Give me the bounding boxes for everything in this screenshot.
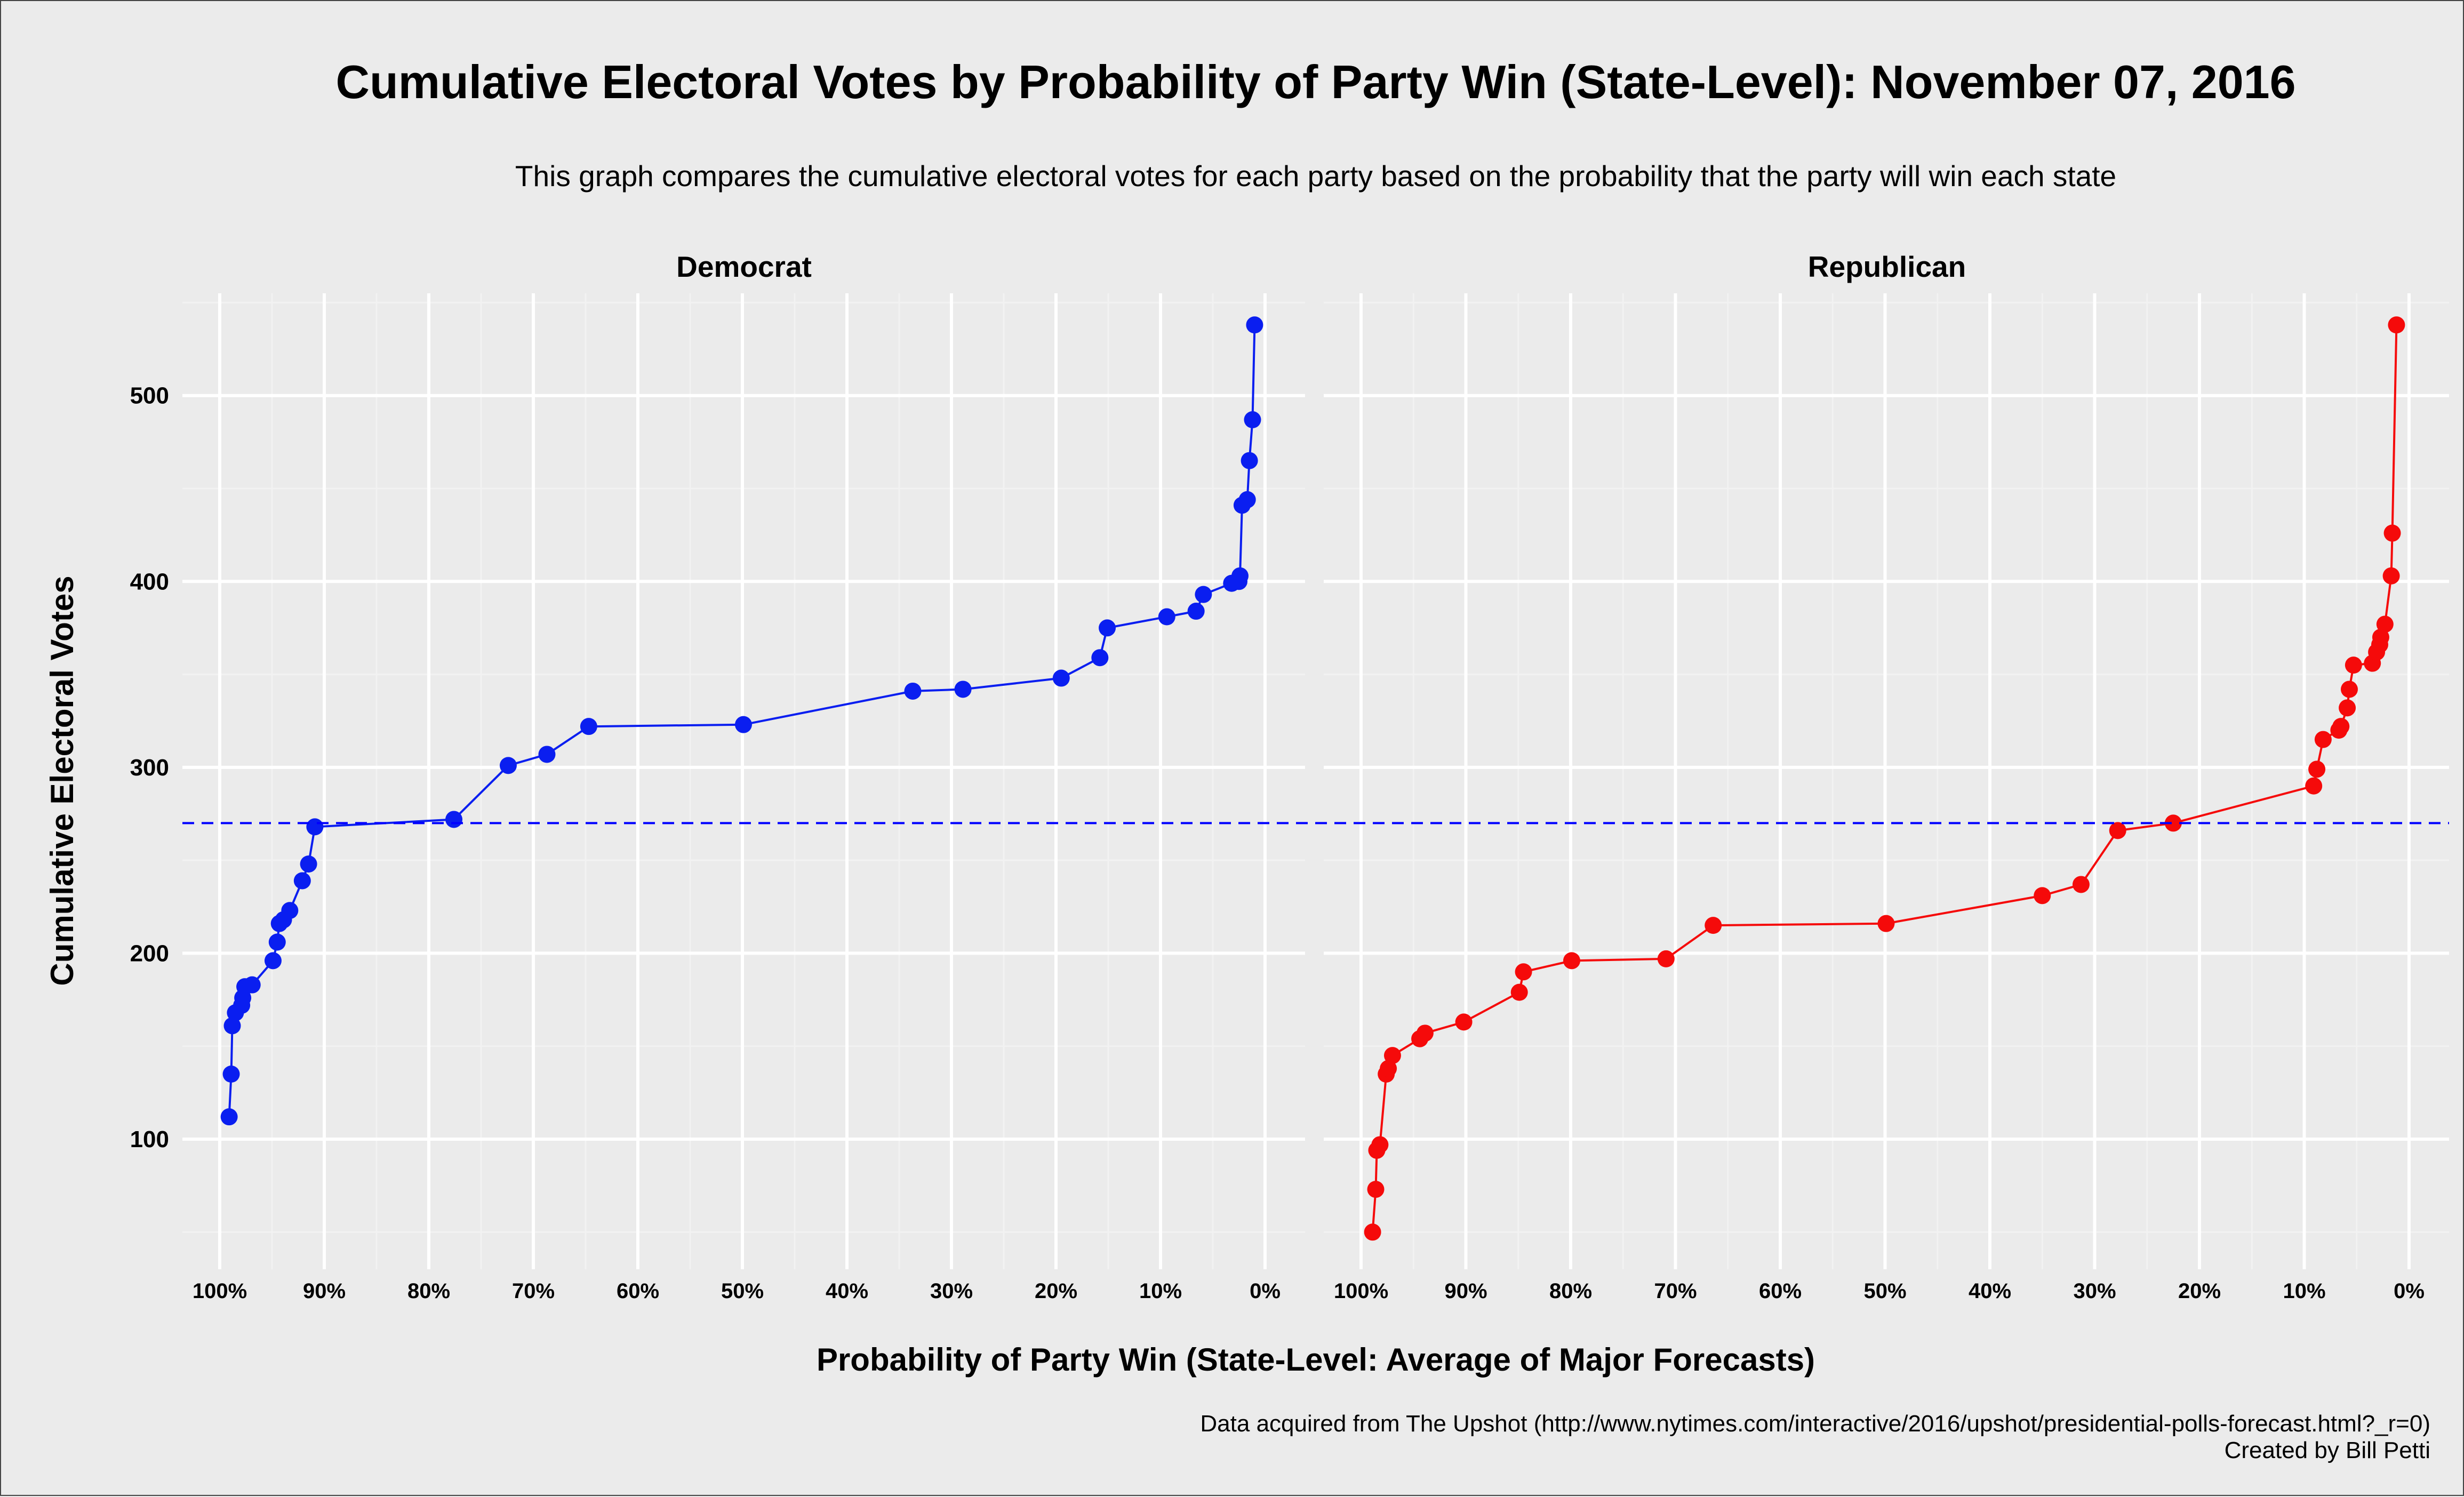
x-tick-label: 0% xyxy=(1250,1279,1281,1303)
data-point-democrat xyxy=(499,757,517,774)
data-point-republican xyxy=(2383,524,2401,542)
x-tick-label: 20% xyxy=(2178,1279,2221,1303)
data-point-democrat xyxy=(1187,603,1205,620)
data-point-democrat xyxy=(445,811,463,828)
chart-title: Cumulative Electoral Votes by Probabilit… xyxy=(335,55,2295,108)
data-point-republican xyxy=(1371,1136,1389,1154)
data-point-republican xyxy=(2314,731,2332,748)
data-point-republican xyxy=(2109,822,2126,839)
data-point-republican xyxy=(1364,1223,1381,1241)
data-point-republican xyxy=(2308,760,2326,778)
data-point-democrat xyxy=(1195,586,1212,603)
data-point-republican xyxy=(1705,917,1722,934)
data-point-democrat xyxy=(222,1066,240,1083)
y-axis-label: Cumulative Electoral Votes xyxy=(44,575,80,986)
data-point-democrat xyxy=(734,716,752,733)
data-point-republican xyxy=(1383,1047,1401,1064)
x-tick-label: 90% xyxy=(1444,1279,1487,1303)
x-tick-label: 10% xyxy=(1139,1279,1182,1303)
data-point-democrat xyxy=(268,933,286,951)
data-point-republican xyxy=(1515,963,1532,981)
x-tick-label: 50% xyxy=(1863,1279,1906,1303)
data-point-democrat xyxy=(306,818,324,836)
caption-source: Data acquired from The Upshot (http://ww… xyxy=(1200,1411,2430,1437)
x-tick-label: 50% xyxy=(721,1279,764,1303)
x-tick-label: 20% xyxy=(1035,1279,1077,1303)
data-point-democrat xyxy=(580,718,597,735)
data-point-republican xyxy=(2376,615,2394,633)
x-tick-label: 90% xyxy=(303,1279,346,1303)
data-point-republican xyxy=(2164,814,2182,832)
x-axis-democrat: 100% 90% 80% 70% 60% 50% 40% 30% 20% 10% 0% xyxy=(193,1279,1281,1303)
data-point-democrat xyxy=(223,1017,241,1035)
panel-republican xyxy=(1324,293,2449,1269)
panel-title-democrat: Democrat xyxy=(676,250,812,283)
y-tick-label: 300 xyxy=(130,755,169,781)
x-tick-label: 40% xyxy=(1969,1279,2011,1303)
data-point-republican xyxy=(1380,1060,1397,1077)
data-point-democrat xyxy=(220,1108,238,1126)
data-point-republican xyxy=(2345,657,2362,674)
data-point-republican xyxy=(1563,952,1580,970)
data-point-democrat xyxy=(1246,316,1263,334)
data-point-republican xyxy=(2034,887,2051,904)
x-tick-label: 0% xyxy=(2394,1279,2425,1303)
data-point-republican xyxy=(2382,567,2400,585)
x-tick-label: 70% xyxy=(1654,1279,1697,1303)
data-point-democrat xyxy=(1231,567,1249,585)
data-point-democrat xyxy=(1091,649,1109,667)
x-tick-label: 80% xyxy=(1549,1279,1592,1303)
data-point-democrat xyxy=(281,902,299,919)
data-point-democrat xyxy=(293,872,311,890)
x-tick-label: 100% xyxy=(1334,1279,1388,1303)
x-tick-label: 60% xyxy=(617,1279,659,1303)
x-tick-label: 40% xyxy=(826,1279,868,1303)
data-point-republican xyxy=(2305,777,2323,795)
y-tick-label: 100 xyxy=(130,1126,169,1152)
caption-author: Created by Bill Petti xyxy=(2225,1437,2430,1463)
x-tick-label: 100% xyxy=(193,1279,247,1303)
x-tick-label: 60% xyxy=(1759,1279,1802,1303)
data-point-republican xyxy=(1416,1024,1434,1042)
data-point-democrat xyxy=(904,682,922,700)
panel-democrat xyxy=(182,293,1305,1269)
data-point-republican xyxy=(1877,915,1895,932)
x-tick-label: 30% xyxy=(930,1279,973,1303)
data-point-democrat xyxy=(1244,411,1261,429)
data-point-republican xyxy=(2388,316,2405,334)
data-point-republican xyxy=(2340,681,2358,698)
data-point-republican xyxy=(2332,718,2350,735)
data-point-republican xyxy=(2372,628,2389,646)
y-tick-label: 500 xyxy=(130,383,169,409)
chart-subtitle: This graph compares the cumulative elect… xyxy=(515,159,2116,193)
x-tick-label: 80% xyxy=(407,1279,450,1303)
y-axis: 100 200 300 400 500 xyxy=(130,383,169,1152)
data-point-republican xyxy=(1455,1013,1473,1031)
data-point-democrat xyxy=(1099,619,1116,637)
data-point-republican xyxy=(2072,876,2090,893)
panel-title-republican: Republican xyxy=(1808,250,1966,283)
x-tick-label: 30% xyxy=(2073,1279,2116,1303)
data-point-democrat xyxy=(1158,608,1175,626)
data-point-republican xyxy=(1510,983,1528,1001)
data-point-republican xyxy=(1657,950,1675,967)
data-point-republican xyxy=(2339,699,2356,717)
data-point-democrat xyxy=(264,952,282,970)
x-axis-label: Probability of Party Win (State-Level: A… xyxy=(817,1342,1815,1378)
x-axis-republican: 100% 90% 80% 70% 60% 50% 40% 30% 20% 10% 0% xyxy=(1334,1279,2425,1303)
data-point-democrat xyxy=(954,681,972,698)
y-tick-label: 400 xyxy=(130,569,169,595)
data-point-democrat xyxy=(1241,452,1258,469)
data-point-democrat xyxy=(1052,669,1070,687)
data-point-democrat xyxy=(243,976,261,994)
x-tick-label: 10% xyxy=(2283,1279,2325,1303)
data-point-democrat xyxy=(300,855,317,873)
y-tick-label: 200 xyxy=(130,940,169,966)
data-point-democrat xyxy=(1238,491,1256,508)
data-point-democrat xyxy=(538,746,556,763)
data-point-republican xyxy=(1367,1181,1385,1198)
x-tick-label: 70% xyxy=(512,1279,555,1303)
